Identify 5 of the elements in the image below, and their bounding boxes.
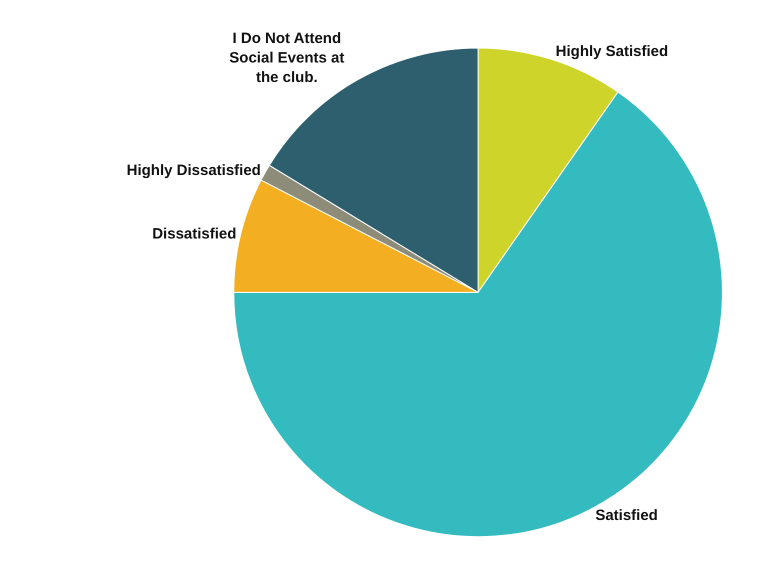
slice-label: Satisfied (595, 507, 658, 524)
slice-label: I Do Not Attend Social Events at the club. (229, 30, 344, 86)
slice-label: Dissatisfied (152, 226, 236, 243)
slice-label: Highly Satisfied (556, 43, 668, 60)
slice-label: Highly Dissatisfied (126, 162, 261, 180)
